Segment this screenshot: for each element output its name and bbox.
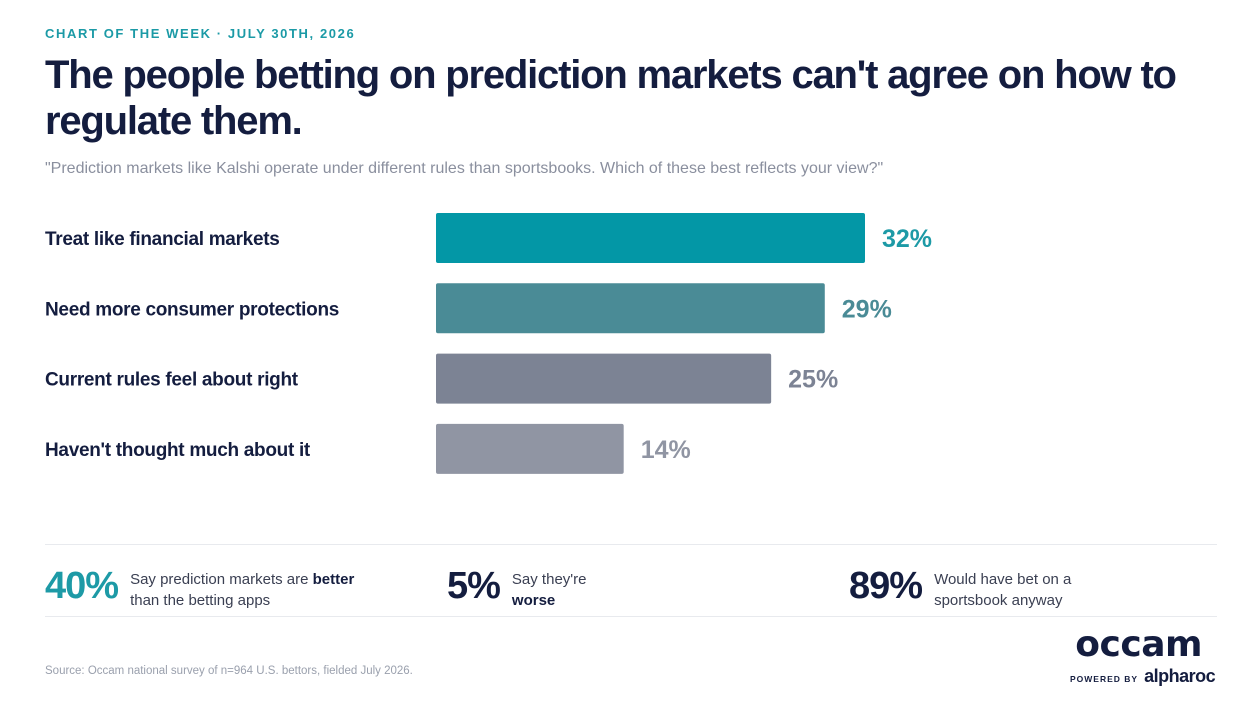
stat-better-text-bold: better: [312, 571, 355, 588]
stat-worse-text-bold: worse: [511, 592, 556, 609]
bar-category-label: Need more consumer protections: [45, 299, 339, 320]
stat-better-text: Say prediction markets are better than t…: [130, 569, 380, 611]
stat-anyway: 89% Would have bet on a sportsbook anywa…: [849, 566, 1084, 611]
bar: [436, 283, 825, 334]
stat-worse: 5% Say they're worse: [447, 566, 602, 611]
bar-value-label: 29%: [842, 295, 892, 323]
alpharoc-wordmark: alpharoc: [1144, 666, 1216, 686]
stat-worse-text-pre: Say they're: [511, 571, 587, 588]
stat-worse-value: 5%: [447, 565, 501, 607]
stat-anyway-text: Would have bet on a sportsbook anyway: [934, 569, 1084, 611]
bar: [436, 353, 772, 404]
source-note: Source: Occam national survey of n=964 U…: [45, 665, 413, 677]
stat-better-text-post: than the betting apps: [130, 592, 271, 609]
stat-anyway-text-pre: Would have bet on a sportsbook anyway: [934, 571, 1072, 609]
survey-question: "Prediction markets like Kalshi operate …: [45, 160, 884, 177]
bar-value-label: 14%: [641, 436, 691, 464]
bar-category-label: Haven't thought much about it: [45, 440, 311, 461]
bar-value-label: 32%: [882, 225, 932, 253]
stat-worse-text: Say they're worse: [512, 569, 602, 611]
bar-category-label: Current rules feel about right: [45, 370, 299, 391]
stat-better: 40% Say prediction markets are better th…: [45, 566, 380, 611]
bar: [436, 423, 624, 474]
eyebrow-date: CHART OF THE WEEK · JULY 30TH, 2026: [45, 26, 356, 41]
bar: [436, 213, 865, 263]
stat-better-value: 40%: [45, 565, 119, 607]
occam-wordmark: occam: [1075, 624, 1202, 665]
stat-better-text-pre: Say prediction markets are: [130, 571, 313, 588]
powered-by: POWERED BY alpharoc: [1070, 666, 1216, 687]
divider-bottom: [45, 616, 1217, 617]
bar-value-label: 25%: [788, 366, 838, 394]
bar-category-label: Treat like financial markets: [45, 229, 280, 250]
divider-top: [45, 544, 1217, 545]
page-title: The people betting on prediction markets…: [45, 53, 1177, 143]
stat-anyway-value: 89%: [849, 565, 923, 607]
occam-logo[interactable]: occam POWERED BY alpharoc: [1068, 624, 1218, 688]
powered-by-label: POWERED BY: [1070, 674, 1139, 684]
